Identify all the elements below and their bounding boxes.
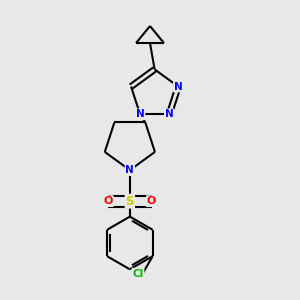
- Text: N: N: [174, 82, 183, 92]
- Text: O: O: [103, 196, 113, 206]
- Text: N: N: [125, 165, 134, 175]
- Text: S: S: [126, 195, 134, 208]
- Text: N: N: [136, 109, 144, 119]
- Text: N: N: [165, 109, 174, 119]
- Text: Cl: Cl: [132, 268, 144, 279]
- Text: O: O: [147, 196, 156, 206]
